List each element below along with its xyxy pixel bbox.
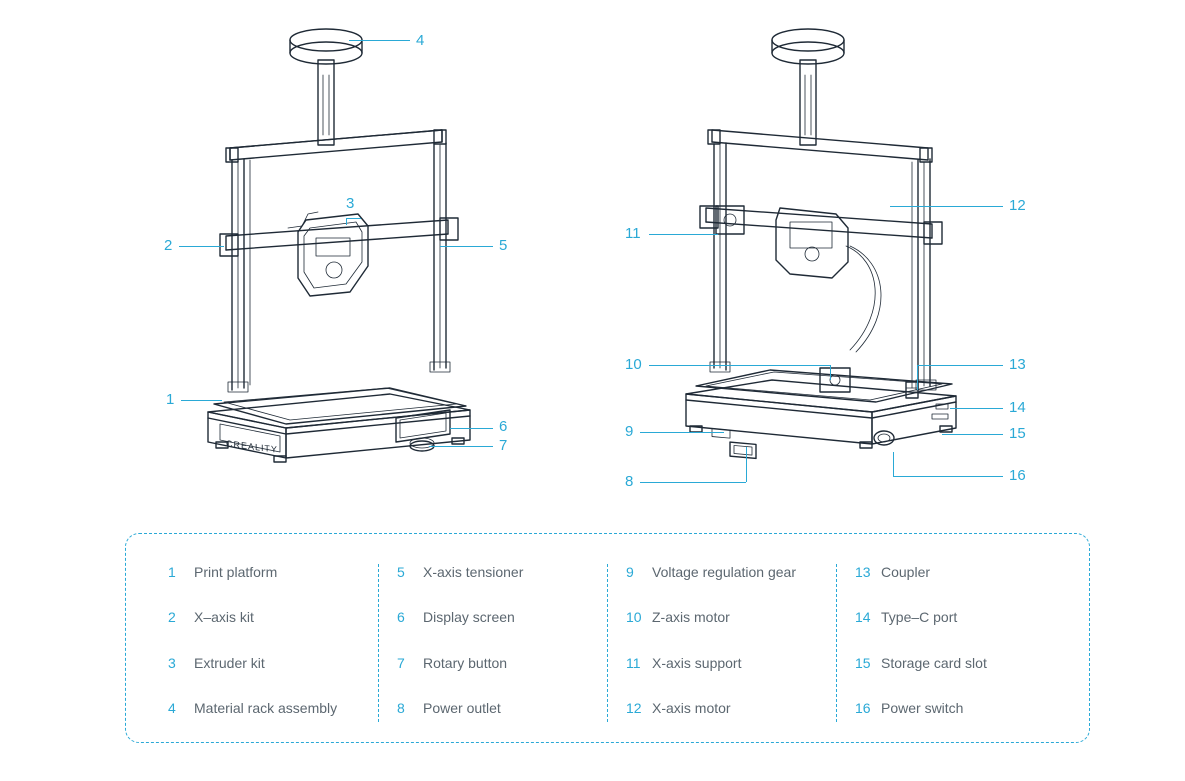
legend-num: 15 <box>855 655 871 671</box>
callout-leader <box>942 434 1003 435</box>
callout-number: 10 <box>625 356 642 373</box>
callout-leader <box>917 365 918 390</box>
legend-text: Type–C port <box>881 609 957 625</box>
legend-num: 3 <box>168 655 184 671</box>
legend-item: 13 Coupler <box>855 564 1047 580</box>
legend-item: 12 X-axis motor <box>626 700 818 716</box>
legend-num: 16 <box>855 700 871 716</box>
legend-item: 14 Type–C port <box>855 609 1047 625</box>
legend-num: 9 <box>626 564 642 580</box>
callout-leader <box>917 365 1003 366</box>
callout-number: 15 <box>1009 425 1026 442</box>
callout-leader <box>346 218 361 219</box>
legend-text: Display screen <box>423 609 515 625</box>
legend-item: 2 X–axis kit <box>168 609 360 625</box>
legend-text: Extruder kit <box>194 655 265 671</box>
callout-number: 4 <box>416 32 424 49</box>
legend-text: Print platform <box>194 564 277 580</box>
legend-text: X-axis tensioner <box>423 564 523 580</box>
legend-text: Z-axis motor <box>652 609 730 625</box>
legend-text: X-axis motor <box>652 700 731 716</box>
legend-text: X–axis kit <box>194 609 254 625</box>
legend-col-3: 9Voltage regulation gear 10Z-axis motor … <box>607 564 836 722</box>
legend-num: 2 <box>168 609 184 625</box>
brand-label: CREALITY <box>226 438 278 454</box>
legend-num: 13 <box>855 564 871 580</box>
callout-leader <box>893 452 894 476</box>
callout-leader <box>346 218 347 225</box>
legend-text: Coupler <box>881 564 930 580</box>
legend-text: Material rack assembly <box>194 700 337 716</box>
callout-number: 7 <box>499 437 507 454</box>
legend-num: 7 <box>397 655 413 671</box>
legend-text: Voltage regulation gear <box>652 564 796 580</box>
legend-num: 12 <box>626 700 642 716</box>
legend-num: 6 <box>397 609 413 625</box>
legend-item: 1 Print platform <box>168 564 360 580</box>
callout-leader <box>950 408 1003 409</box>
diagram-area: CREALITY <box>0 0 1185 520</box>
legend-item: 4 Material rack assembly <box>168 700 360 716</box>
legend-item: 9 Voltage regulation gear <box>626 564 818 580</box>
callout-leader <box>429 446 493 447</box>
legend-num: 8 <box>397 700 413 716</box>
callout-leader <box>450 428 493 429</box>
callout-number: 13 <box>1009 356 1026 373</box>
callout-leader <box>649 234 718 235</box>
callout-leader <box>746 447 747 482</box>
callout-leader <box>440 246 493 247</box>
legend-text: X-axis support <box>652 655 741 671</box>
legend-item: 6 Display screen <box>397 609 589 625</box>
callout-number: 2 <box>164 237 172 254</box>
legend-item: 8 Power outlet <box>397 700 589 716</box>
legend-col-2: 5 X-axis tensioner 6 Display screen 7 Rotar… <box>378 564 607 722</box>
legend-item: 15 Storage card slot <box>855 655 1047 671</box>
callout-leader <box>893 476 1003 477</box>
legend-text: Power outlet <box>423 700 501 716</box>
legend-num: 14 <box>855 609 871 625</box>
legend-box: 1 Print platform 2 X–axis kit 3 Extruder ki… <box>125 533 1090 743</box>
callout-leader <box>649 365 830 366</box>
callout-number: 16 <box>1009 467 1026 484</box>
callout-leader <box>181 400 222 401</box>
callout-leader <box>830 365 831 380</box>
callout-number: 5 <box>499 237 507 254</box>
legend-item: 11 X-axis support <box>626 655 818 671</box>
callout-number: 3 <box>346 195 354 212</box>
callout-number: 8 <box>625 473 633 490</box>
printer-front-illustration: CREALITY <box>190 10 480 490</box>
callout-leader <box>349 40 410 41</box>
legend-text: Power switch <box>881 700 963 716</box>
legend-text: Storage card slot <box>881 655 987 671</box>
legend-num: 11 <box>626 655 642 671</box>
legend-num: 4 <box>168 700 184 716</box>
legend-col-4: 13 Coupler 14 Type–C port 15 Storage card s… <box>836 564 1065 722</box>
legend-item: 5 X-axis tensioner <box>397 564 589 580</box>
callout-leader <box>890 206 1003 207</box>
callout-number: 12 <box>1009 197 1026 214</box>
callout-leader <box>640 432 724 433</box>
legend-item: 7 Rotary button <box>397 655 589 671</box>
legend-num: 1 <box>168 564 184 580</box>
callout-number: 9 <box>625 423 633 440</box>
callout-leader <box>640 482 746 483</box>
callout-number: 6 <box>499 418 507 435</box>
legend-num: 5 <box>397 564 413 580</box>
callout-number: 1 <box>166 391 174 408</box>
legend-num: 10 <box>626 609 642 625</box>
legend-item: 3 Extruder kit <box>168 655 360 671</box>
legend-col-1: 1 Print platform 2 X–axis kit 3 Extruder ki… <box>150 564 378 722</box>
printer-rear-illustration <box>660 10 980 490</box>
callout-number: 14 <box>1009 399 1026 416</box>
callout-leader <box>179 246 224 247</box>
callout-number: 11 <box>625 225 641 242</box>
legend-item: 16 Power switch <box>855 700 1047 716</box>
legend-text: Rotary button <box>423 655 507 671</box>
legend-item: 10 Z-axis motor <box>626 609 818 625</box>
